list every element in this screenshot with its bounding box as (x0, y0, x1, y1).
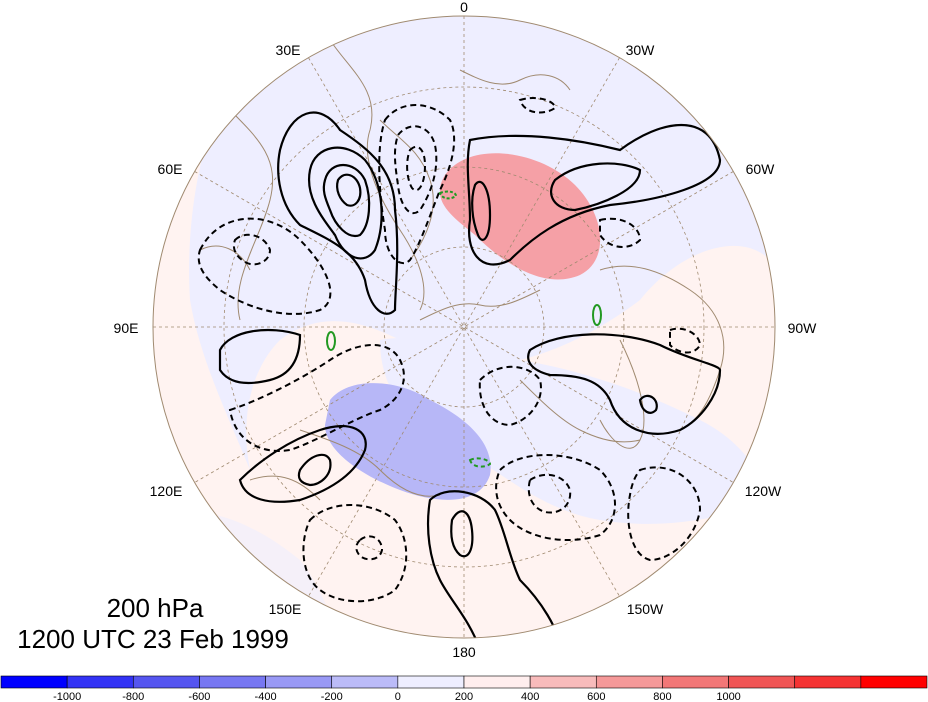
colorbar-label: 1000 (716, 691, 740, 702)
colorbar-swatch (132, 675, 200, 689)
lon-label-60w: 60W (746, 161, 776, 177)
colorbar-label: 600 (587, 691, 605, 702)
lon-label-0: 0 (460, 0, 468, 15)
colorbar-label: -1000 (53, 691, 81, 702)
colorbar-label: 800 (653, 691, 671, 702)
lon-label-60e: 60E (158, 161, 183, 177)
lon-label-150w: 150W (627, 601, 664, 617)
colorbar-swatch (331, 675, 399, 689)
lon-label-90e: 90E (114, 320, 139, 336)
colorbar-label: -400 (255, 691, 277, 702)
colorbar-label: 400 (521, 691, 539, 702)
colorbar-swatch (265, 675, 333, 689)
coastlines (199, 39, 725, 501)
colorbar-swatch (529, 675, 597, 689)
lon-label-150e: 150E (269, 601, 302, 617)
solid-contours (218, 111, 722, 638)
lon-label-120w: 120W (745, 483, 782, 499)
colorbar-swatch (728, 675, 796, 689)
colorbar-swatch (662, 675, 729, 689)
colorbar-swatch (860, 675, 928, 689)
colorbar-swatch (463, 675, 531, 689)
colorbar-label: 200 (455, 691, 473, 702)
colorbar-label: -800 (122, 691, 144, 702)
dashed-contours (197, 97, 702, 603)
colorbar: -1000 -800 -600 -400 -200 0 200 400 600 800 1000 (0, 675, 928, 702)
lon-label-30w: 30W (626, 42, 656, 58)
title-level: 200 hPa (107, 593, 204, 623)
colorbar-label: -200 (321, 691, 343, 702)
colorbar-swatch (0, 675, 68, 689)
colorbar-swatch (397, 675, 465, 689)
map-border (152, 15, 776, 639)
colorbar-swatch (595, 675, 663, 689)
title-time: 1200 UTC 23 Feb 1999 (17, 624, 289, 654)
colorbar-label: -600 (188, 691, 210, 702)
colorbar-swatch (794, 675, 862, 689)
lon-label-30e: 30E (276, 42, 301, 58)
colorbar-swatch (199, 675, 266, 689)
lon-label-120e: 120E (150, 483, 183, 499)
lon-label-180: 180 (452, 644, 476, 660)
lon-label-90w: 90W (788, 320, 818, 336)
colorbar-label: 0 (395, 691, 401, 702)
colorbar-swatch (66, 675, 134, 689)
green-contours (326, 190, 602, 468)
